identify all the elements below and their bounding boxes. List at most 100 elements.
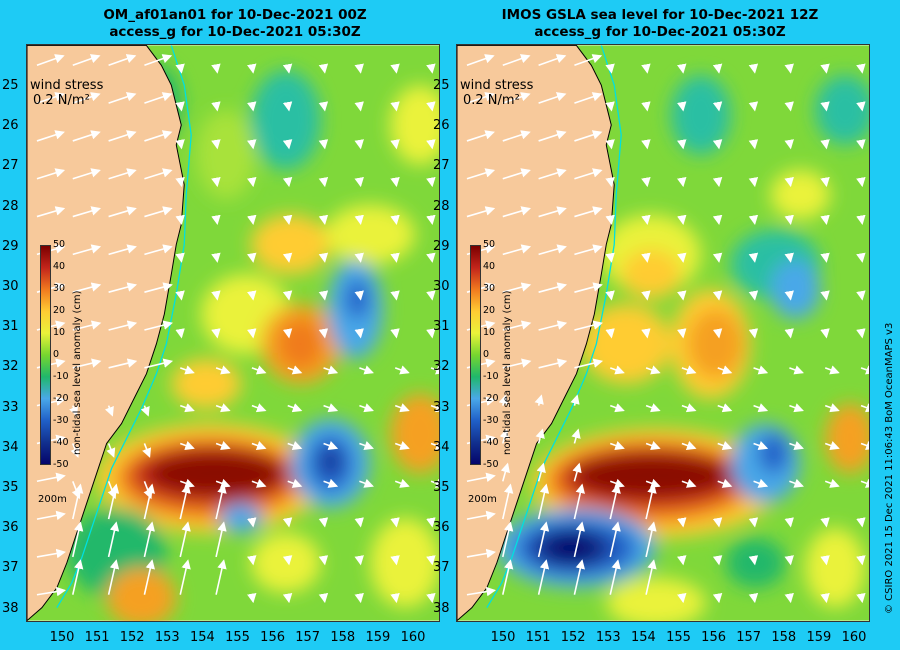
wind-stress-arrow: [323, 403, 339, 413]
wind-stress-arrow: [466, 206, 496, 218]
wind-stress-arrow: [820, 290, 830, 301]
wind-stress-arrow: [318, 592, 329, 604]
wind-stress-arrow: [538, 244, 567, 256]
left-map-panel[interactable]: [26, 44, 440, 622]
wind-stress-arrow: [605, 63, 615, 74]
left-lon-tick: 158: [330, 630, 356, 645]
wind-stress-arrow: [282, 214, 293, 225]
wind-stress-arrow: [677, 328, 687, 339]
wind-stress-arrow: [641, 139, 651, 150]
right-map-panel[interactable]: [456, 44, 870, 622]
wind-stress-arrow: [426, 328, 436, 339]
wind-stress-arrow: [820, 517, 830, 528]
wind-stress-arrow: [502, 130, 531, 142]
wind-stress-arrow: [571, 428, 581, 444]
wind-stress-arrow: [748, 517, 759, 528]
wind-stress-arrow: [712, 290, 723, 301]
wind-stress-arrow: [753, 441, 769, 450]
wind-stress-arrow: [677, 555, 687, 566]
wind-stress-arrow: [215, 483, 227, 520]
wind-stress-arrow: [108, 320, 138, 331]
right-lat-tick: 38: [433, 600, 450, 616]
left-colorbar-tick: 30: [53, 283, 66, 294]
wind-stress-arrow: [354, 176, 364, 188]
wind-stress-arrow: [390, 101, 400, 112]
wind-stress-arrow: [789, 365, 804, 375]
right-panel-title: IMOS GSLA sea level for 10-Dec-2021 12Z …: [455, 7, 865, 41]
wind-stress-arrow: [681, 441, 697, 450]
wind-stress-arrow: [502, 559, 514, 595]
wind-stress-arrow: [318, 328, 329, 339]
wind-stress-arrow: [394, 403, 410, 413]
wind-stress-arrow: [538, 206, 567, 218]
right-colorbar-title: non-tidal sea level anomaly (cm): [502, 290, 513, 455]
wind-stress-arrow: [144, 206, 173, 218]
wind-stress-arrow: [36, 54, 65, 67]
wind-stress-arrow: [609, 365, 625, 375]
wind-stress-arrow: [247, 63, 257, 74]
wind-stress-arrow: [72, 358, 102, 369]
right-title-line2: access_g for 10-Dec-2021 05:30Z: [534, 24, 786, 40]
wind-stress-arrow: [211, 63, 221, 74]
wind-stress-arrow: [426, 101, 436, 112]
wind-stress-arrow: [856, 555, 866, 566]
wind-stress-arrow: [574, 282, 603, 293]
wind-stress-arrow: [784, 101, 794, 112]
wind-stress-arrow: [537, 521, 550, 558]
right-colorbar-tick: 30: [483, 283, 496, 294]
wind-stress-arrow: [107, 559, 120, 595]
wind-stress-arrow: [72, 521, 84, 558]
wind-stress-arrow: [466, 472, 496, 483]
wind-stress-arrow: [641, 101, 651, 112]
wind-stress-arrow: [144, 168, 173, 180]
wind-stress-arrow: [354, 290, 364, 301]
left-depth-label: 200m: [38, 494, 67, 505]
wind-stress-arrow: [211, 252, 221, 263]
right-lon-tick: 150: [490, 630, 516, 645]
wind-stress-arrow: [144, 130, 173, 142]
wind-stress-arrow: [108, 130, 137, 142]
wind-stress-arrow: [538, 92, 567, 104]
wind-stress-arrow: [72, 130, 101, 142]
wind-stress-arrow: [538, 358, 568, 369]
wind-stress-arrow: [251, 403, 267, 413]
left-colorbar-tick: -50: [53, 459, 69, 470]
wind-stress-arrow: [645, 403, 661, 413]
wind-stress-arrow: [354, 214, 364, 225]
wind-stress-arrow: [712, 592, 723, 604]
wind-stress-arrow: [354, 592, 364, 604]
right-lon-tick: 156: [701, 630, 726, 645]
wind-stress-arrow: [318, 139, 329, 150]
wind-stress-arrow: [502, 521, 514, 558]
wind-stress-arrow: [605, 101, 615, 112]
wind-stress-arrow: [860, 441, 869, 450]
wind-stress-arrow: [605, 139, 615, 150]
left-lat-tick: 36: [2, 520, 19, 536]
wind-stress-arrow: [466, 168, 496, 180]
wind-stress-arrow: [748, 290, 759, 301]
wind-stress-arrow: [175, 101, 185, 112]
wind-stress-arrow: [426, 214, 436, 225]
wind-stress-arrow: [856, 63, 866, 74]
wind-stress-arrow: [573, 521, 585, 558]
wind-stress-arrow: [502, 320, 532, 331]
wind-stress-arrow: [282, 101, 293, 112]
wind-stress-arrow: [820, 101, 830, 112]
wind-stress-arrow: [574, 92, 603, 104]
wind-stress-arrow: [677, 290, 687, 301]
wind-stress-arrow: [820, 555, 830, 566]
left-lat-tick: 37: [2, 560, 19, 576]
wind-stress-arrow: [247, 555, 257, 566]
wind-stress-arrow: [609, 559, 621, 595]
wind-stress-arrow: [677, 139, 687, 150]
wind-stress-arrow: [175, 63, 185, 74]
wind-stress-arrow: [318, 214, 329, 225]
wind-stress-arrow: [717, 365, 733, 375]
left-colorbar-tick: 0: [53, 349, 60, 360]
wind-stress-arrow: [824, 365, 840, 375]
wind-stress-arrow: [354, 101, 364, 112]
wind-stress-arrow: [856, 517, 866, 528]
wind-stress-arrow: [748, 214, 759, 225]
wind-stress-arrow: [211, 101, 221, 112]
wind-stress-arrow: [282, 176, 293, 188]
